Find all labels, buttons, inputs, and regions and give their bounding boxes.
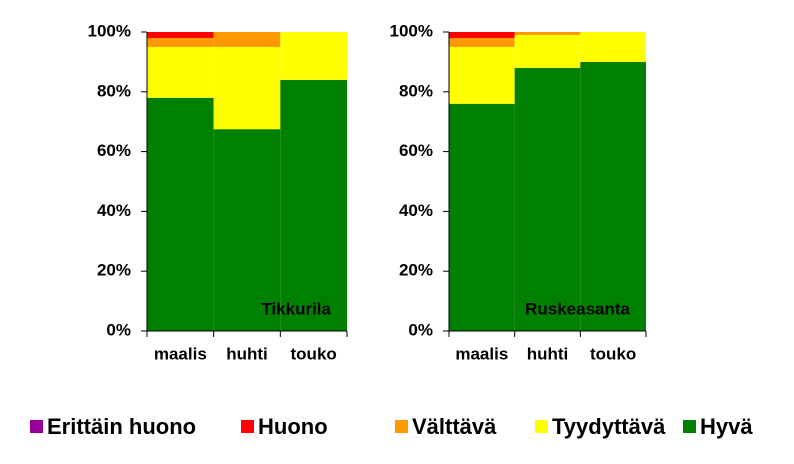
x-tick-label: maalis [154,344,207,363]
y-tick-label: 60% [97,141,131,160]
bar-segment [514,34,581,68]
x-tick-label: huhti [226,344,268,363]
bar-segment [280,32,347,80]
bar-segment [147,97,214,331]
bar-segment [147,32,214,38]
legend-swatch [395,420,408,433]
bar-segment [514,32,581,35]
bar-segment [449,103,515,331]
bar-segment [449,32,515,38]
bar-segment [449,37,515,47]
bar-segment [280,79,347,331]
bar-segment [213,46,281,130]
x-tick-label: huhti [527,344,569,363]
legend-swatch [30,420,43,433]
legend-label: Erittäin huono [47,414,196,439]
legend-swatch [683,420,696,433]
legend-label: Välttävä [412,414,497,439]
y-tick-label: 100% [390,21,433,40]
x-tick-label: touko [590,344,636,363]
legend-swatch [535,420,548,433]
y-tick-label: 80% [399,81,433,100]
y-tick-label: 40% [399,201,433,220]
x-tick-label: maalis [455,344,508,363]
bar-segment [147,37,214,47]
legend-label: Huono [258,414,328,439]
annotation: Tikkurila [261,299,331,318]
bar-segment [213,32,281,47]
y-tick-label: 40% [97,201,131,220]
y-tick-label: 0% [106,320,131,339]
bar-segment [147,46,214,98]
bar-segment [580,32,646,62]
legend-label: Hyvä [700,414,753,439]
y-tick-label: 20% [399,261,433,280]
bar-segment [449,46,515,104]
y-tick-label: 20% [97,261,131,280]
x-tick-label: touko [291,344,337,363]
bar-segment [213,129,281,331]
y-tick-label: 0% [408,320,433,339]
y-tick-label: 60% [399,141,433,160]
y-tick-label: 100% [88,21,131,40]
bar-segment [580,61,646,332]
bar-segment [514,67,581,331]
y-tick-label: 80% [97,81,131,100]
legend-label: Tyydyttävä [552,414,666,439]
legend-swatch [241,420,254,433]
annotation: Ruskeasanta [525,299,630,318]
